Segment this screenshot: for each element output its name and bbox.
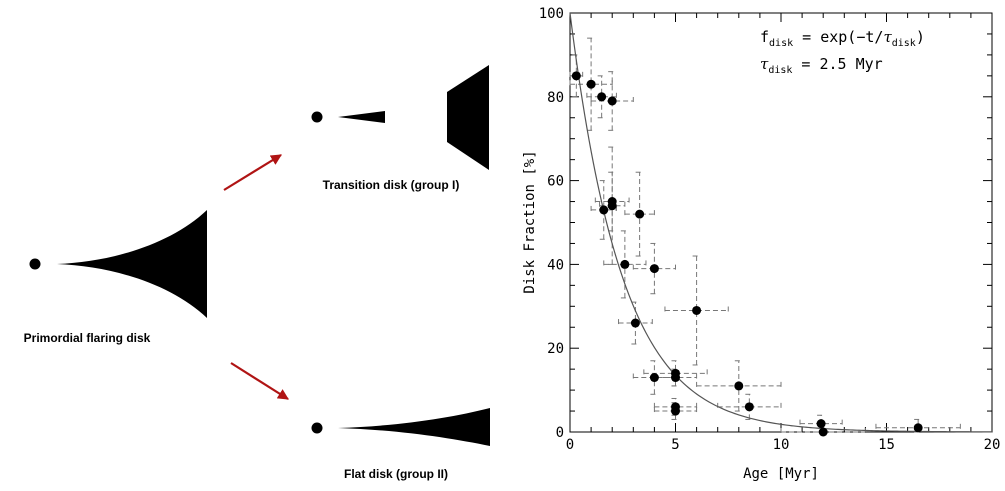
data-point [692, 305, 702, 315]
data-point [635, 209, 645, 219]
primordial-disk-label: Primordial flaring disk [24, 331, 151, 345]
transition-outer-disk [447, 65, 489, 170]
x-tick-label: 20 [984, 437, 1001, 453]
y-tick-label: 20 [547, 341, 564, 357]
data-point [599, 205, 609, 215]
data-point [744, 402, 754, 412]
x-tick-label: 5 [671, 437, 679, 453]
transition-disk-label: Transition disk (group I) [323, 178, 460, 192]
y-tick-label: 0 [556, 425, 564, 441]
annotation-formula: fdisk = exp(−t/τdisk) [760, 28, 925, 49]
flat-disk-shape [338, 408, 490, 446]
axis-ticks [569, 12, 993, 433]
x-tick-label: 0 [566, 437, 574, 453]
disk-fraction-chart: 0 5 10 15 20 0 20 40 60 80 100 Age [Myr] Disk Fra… [522, 6, 1000, 482]
y-tick-label: 80 [547, 90, 564, 106]
x-axis-label: Age [Myr] [743, 466, 819, 482]
data-point [671, 373, 680, 383]
y-axis-label: Disk Fraction [%] [522, 150, 538, 293]
y-tick-label: 40 [547, 257, 564, 273]
data-point [607, 201, 617, 211]
y-tick-label: 100 [539, 6, 564, 22]
disk-evolution-diagram: Primordial flaring disk Transition disk … [24, 65, 490, 481]
arrow-to-flat [230, 362, 289, 400]
data-point [597, 92, 607, 102]
flat-disk-label: Flat disk (group II) [344, 467, 448, 481]
data-points [571, 71, 923, 437]
data-point [586, 79, 596, 89]
transition-star [311, 111, 323, 123]
flat-disk: Flat disk (group II) [311, 408, 490, 481]
data-point [913, 423, 923, 433]
x-tick-label: 15 [878, 437, 895, 453]
data-point [734, 381, 744, 391]
primordial-disk: Primordial flaring disk [24, 210, 207, 345]
x-tick-label: 10 [773, 437, 790, 453]
transition-disk: Transition disk (group I) [311, 65, 489, 192]
primordial-flaring-disk-shape [57, 210, 207, 318]
data-point [620, 259, 630, 269]
y-tick-label: 60 [547, 174, 564, 190]
data-point [816, 419, 826, 429]
data-point [571, 71, 581, 81]
arrow-to-transition [223, 154, 282, 191]
x-tick-labels: 0 5 10 15 20 [566, 437, 1001, 453]
y-tick-labels: 0 20 40 60 80 100 [539, 6, 564, 441]
transition-inner-disk [338, 111, 385, 123]
exponential-fit-curve [569, 12, 993, 433]
primordial-star [29, 258, 41, 270]
data-point [649, 373, 659, 383]
data-point [630, 318, 640, 328]
data-point [818, 427, 828, 437]
flat-star [311, 422, 323, 434]
data-point [671, 406, 680, 416]
data-point [649, 264, 659, 274]
annotation-tau: τdisk = 2.5 Myr [760, 55, 883, 76]
data-point [607, 96, 617, 106]
error-bars [569, 37, 961, 436]
